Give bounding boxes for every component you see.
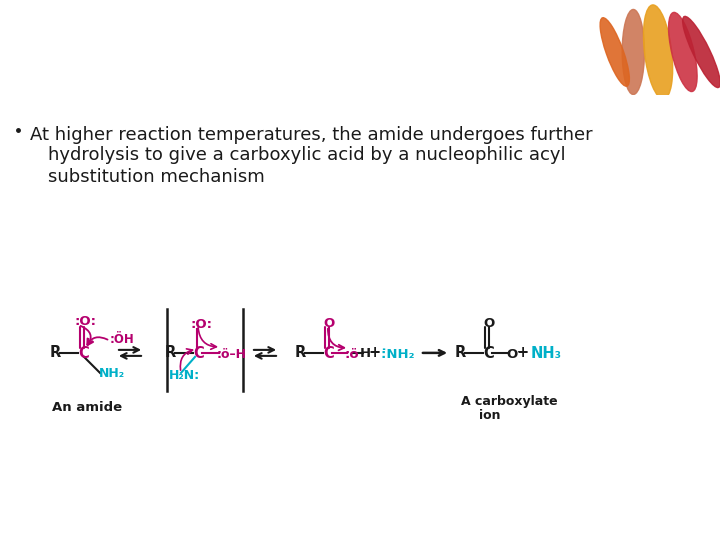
Text: R: R xyxy=(165,345,176,360)
Text: hydrolysis to give a carboxylic acid by a nucleophilic acyl: hydrolysis to give a carboxylic acid by … xyxy=(48,146,566,165)
Text: H: H xyxy=(360,347,371,360)
Ellipse shape xyxy=(600,18,629,86)
Ellipse shape xyxy=(683,16,720,87)
Text: :ö–H: :ö–H xyxy=(217,348,247,361)
Text: C: C xyxy=(323,346,334,361)
Ellipse shape xyxy=(622,10,644,94)
Text: C: C xyxy=(193,346,204,361)
Text: R: R xyxy=(295,345,306,360)
Text: :O:: :O: xyxy=(75,315,97,328)
Text: ion: ion xyxy=(479,409,500,422)
Text: O: O xyxy=(323,317,334,330)
Text: R: R xyxy=(50,345,61,360)
Text: An amide: An amide xyxy=(52,401,122,414)
Text: :O:: :O: xyxy=(190,318,212,331)
Text: substitution mechanism: substitution mechanism xyxy=(48,167,265,186)
Text: +: + xyxy=(517,345,529,360)
Text: :̇NH₂: :̇NH₂ xyxy=(381,348,415,361)
Text: :ÖH: :ÖH xyxy=(110,333,135,346)
Text: R: R xyxy=(455,345,467,360)
Text: A carboxylate: A carboxylate xyxy=(461,395,557,408)
Ellipse shape xyxy=(669,12,697,92)
Ellipse shape xyxy=(644,5,672,99)
Text: +: + xyxy=(369,345,381,360)
Text: :ö: :ö xyxy=(344,348,359,361)
Text: O⁻: O⁻ xyxy=(506,348,524,361)
Text: O: O xyxy=(483,317,494,330)
Text: NH₃: NH₃ xyxy=(531,346,562,361)
Text: H₂N:: H₂N: xyxy=(169,369,200,382)
Text: Chemistry of Nitriles: Chemistry of Nitriles xyxy=(16,36,405,69)
Text: NH₂: NH₂ xyxy=(99,367,125,380)
Text: C: C xyxy=(78,346,89,361)
Text: At higher reaction temperatures, the amide undergoes further: At higher reaction temperatures, the ami… xyxy=(30,125,593,144)
Text: C: C xyxy=(483,346,494,361)
